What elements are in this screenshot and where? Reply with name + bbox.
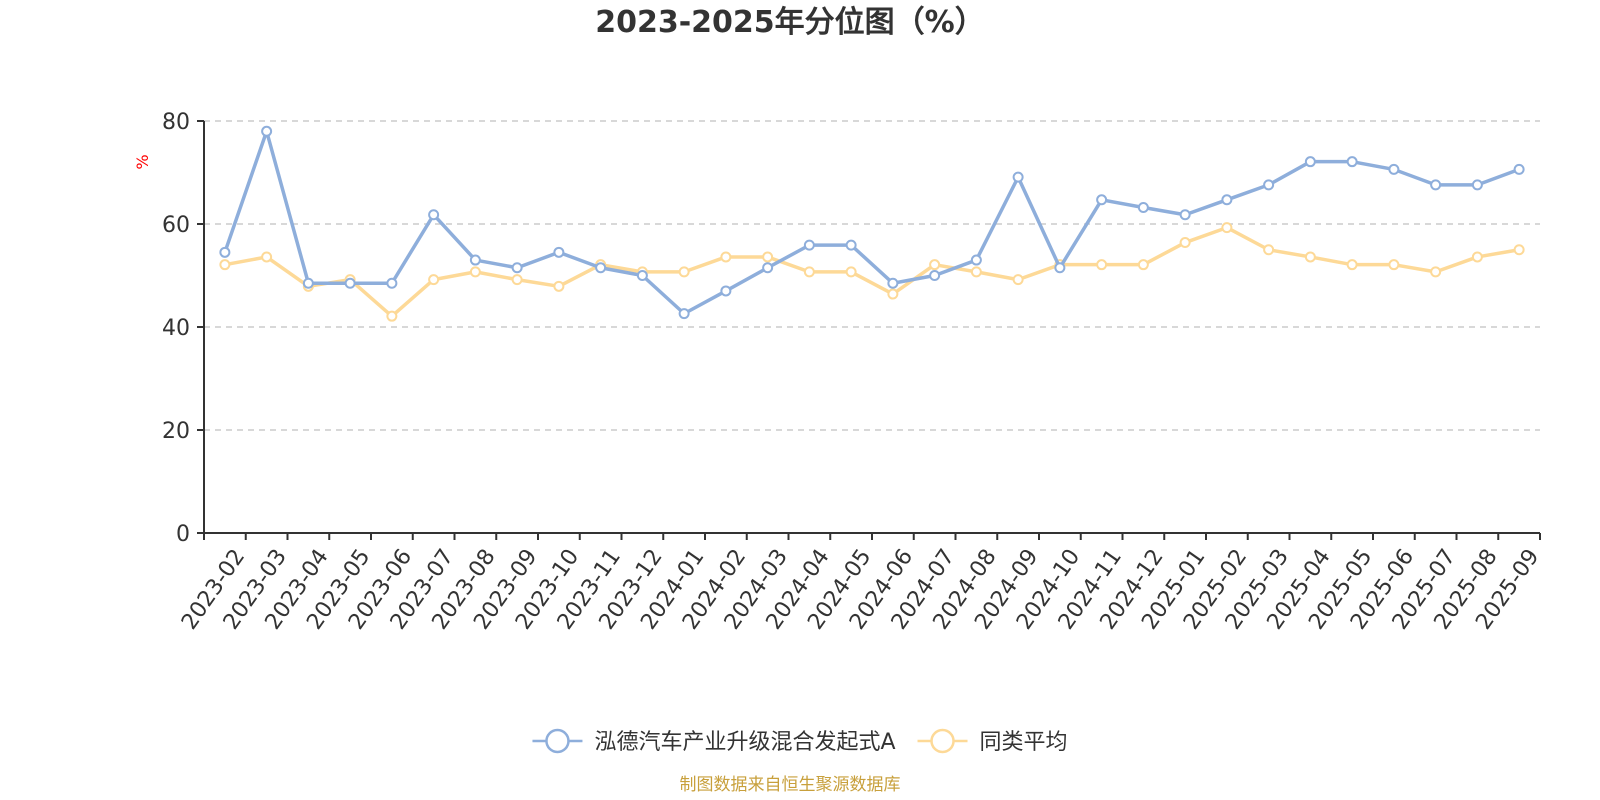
data-point: [1012, 274, 1024, 286]
data-point: [762, 251, 774, 263]
legend-label: 同类平均: [980, 730, 1068, 755]
data-point: [1471, 251, 1483, 263]
data-point: [1513, 163, 1525, 175]
data-point: [553, 246, 565, 258]
data-point: [1346, 156, 1358, 168]
y-tick-label: 60: [162, 213, 190, 238]
series-1: [219, 222, 1525, 322]
series-line: [223, 129, 1521, 316]
data-point: [469, 266, 481, 278]
series-0: [219, 125, 1525, 320]
data-point: [720, 285, 732, 297]
data-point: [1221, 194, 1233, 206]
data-point: [1179, 237, 1191, 249]
source-note: 制图数据来自恒生聚源数据库: [680, 775, 901, 795]
data-point: [1263, 244, 1275, 256]
data-point: [1388, 259, 1400, 271]
data-point: [1137, 259, 1149, 271]
data-point: [302, 277, 314, 289]
data-point: [553, 280, 565, 292]
legend-label: 泓德汽车产业升级混合发起式A: [594, 730, 895, 755]
data-point: [636, 270, 648, 281]
y-axis-ticks: 0 20 40 60 80: [162, 110, 204, 547]
data-point: [803, 266, 815, 278]
data-point: [1221, 222, 1233, 234]
data-point: [511, 262, 523, 274]
y-tick-label: 20: [162, 419, 190, 444]
y-tick-label: 0: [176, 522, 190, 547]
data-point: [1430, 266, 1442, 278]
data-point: [1430, 179, 1442, 191]
data-point: [219, 246, 231, 258]
data-point: [970, 254, 982, 266]
data-point: [1054, 262, 1066, 274]
data-point: [1388, 163, 1400, 175]
data-point: [970, 266, 982, 278]
gridlines: [204, 120, 1540, 431]
y-axis-label: %: [133, 154, 152, 169]
data-point: [1304, 251, 1316, 263]
data-point: [1513, 244, 1525, 256]
data-point: [762, 262, 774, 274]
legend-item-1[interactable]: 同类平均: [917, 728, 1068, 755]
data-point: [1304, 156, 1316, 168]
data-point: [595, 262, 607, 274]
data-point: [678, 266, 690, 278]
data-point: [803, 239, 815, 251]
data-point: [929, 270, 941, 281]
data-point: [261, 125, 273, 137]
data-point: [720, 251, 732, 263]
data-point: [929, 259, 941, 271]
legend-circle-icon: [545, 728, 570, 754]
data-point: [1471, 179, 1483, 191]
data-point: [344, 277, 356, 289]
series-layer: [219, 125, 1525, 322]
data-point: [1096, 194, 1108, 206]
data-point: [1012, 171, 1024, 183]
y-tick-label: 80: [162, 110, 190, 135]
data-point: [845, 239, 857, 251]
data-point: [887, 288, 899, 300]
legend: 泓德汽车产业升级混合发起式A 同类平均: [532, 728, 1068, 755]
data-point: [428, 209, 440, 221]
data-point: [678, 308, 690, 320]
data-point: [1179, 209, 1191, 221]
data-point: [511, 274, 523, 286]
x-axis-ticks: 2023-022023-032023-042023-052023-062023-…: [177, 533, 1544, 634]
data-point: [386, 310, 398, 322]
data-point: [1137, 202, 1149, 214]
data-point: [219, 259, 231, 271]
data-point: [1096, 259, 1108, 271]
series-line: [223, 225, 1521, 318]
chart-title: 2023-2025年分位图（%）: [595, 5, 985, 40]
data-point: [469, 254, 481, 266]
legend-circle-icon: [930, 728, 955, 754]
data-point: [1346, 259, 1358, 271]
data-point: [1263, 179, 1275, 191]
y-tick-label: 40: [162, 316, 190, 341]
data-point: [845, 266, 857, 278]
legend-item-0[interactable]: 泓德汽车产业升级混合发起式A: [532, 728, 896, 755]
data-point: [428, 274, 440, 286]
data-point: [261, 251, 273, 263]
data-point: [887, 277, 899, 289]
data-point: [386, 277, 398, 289]
